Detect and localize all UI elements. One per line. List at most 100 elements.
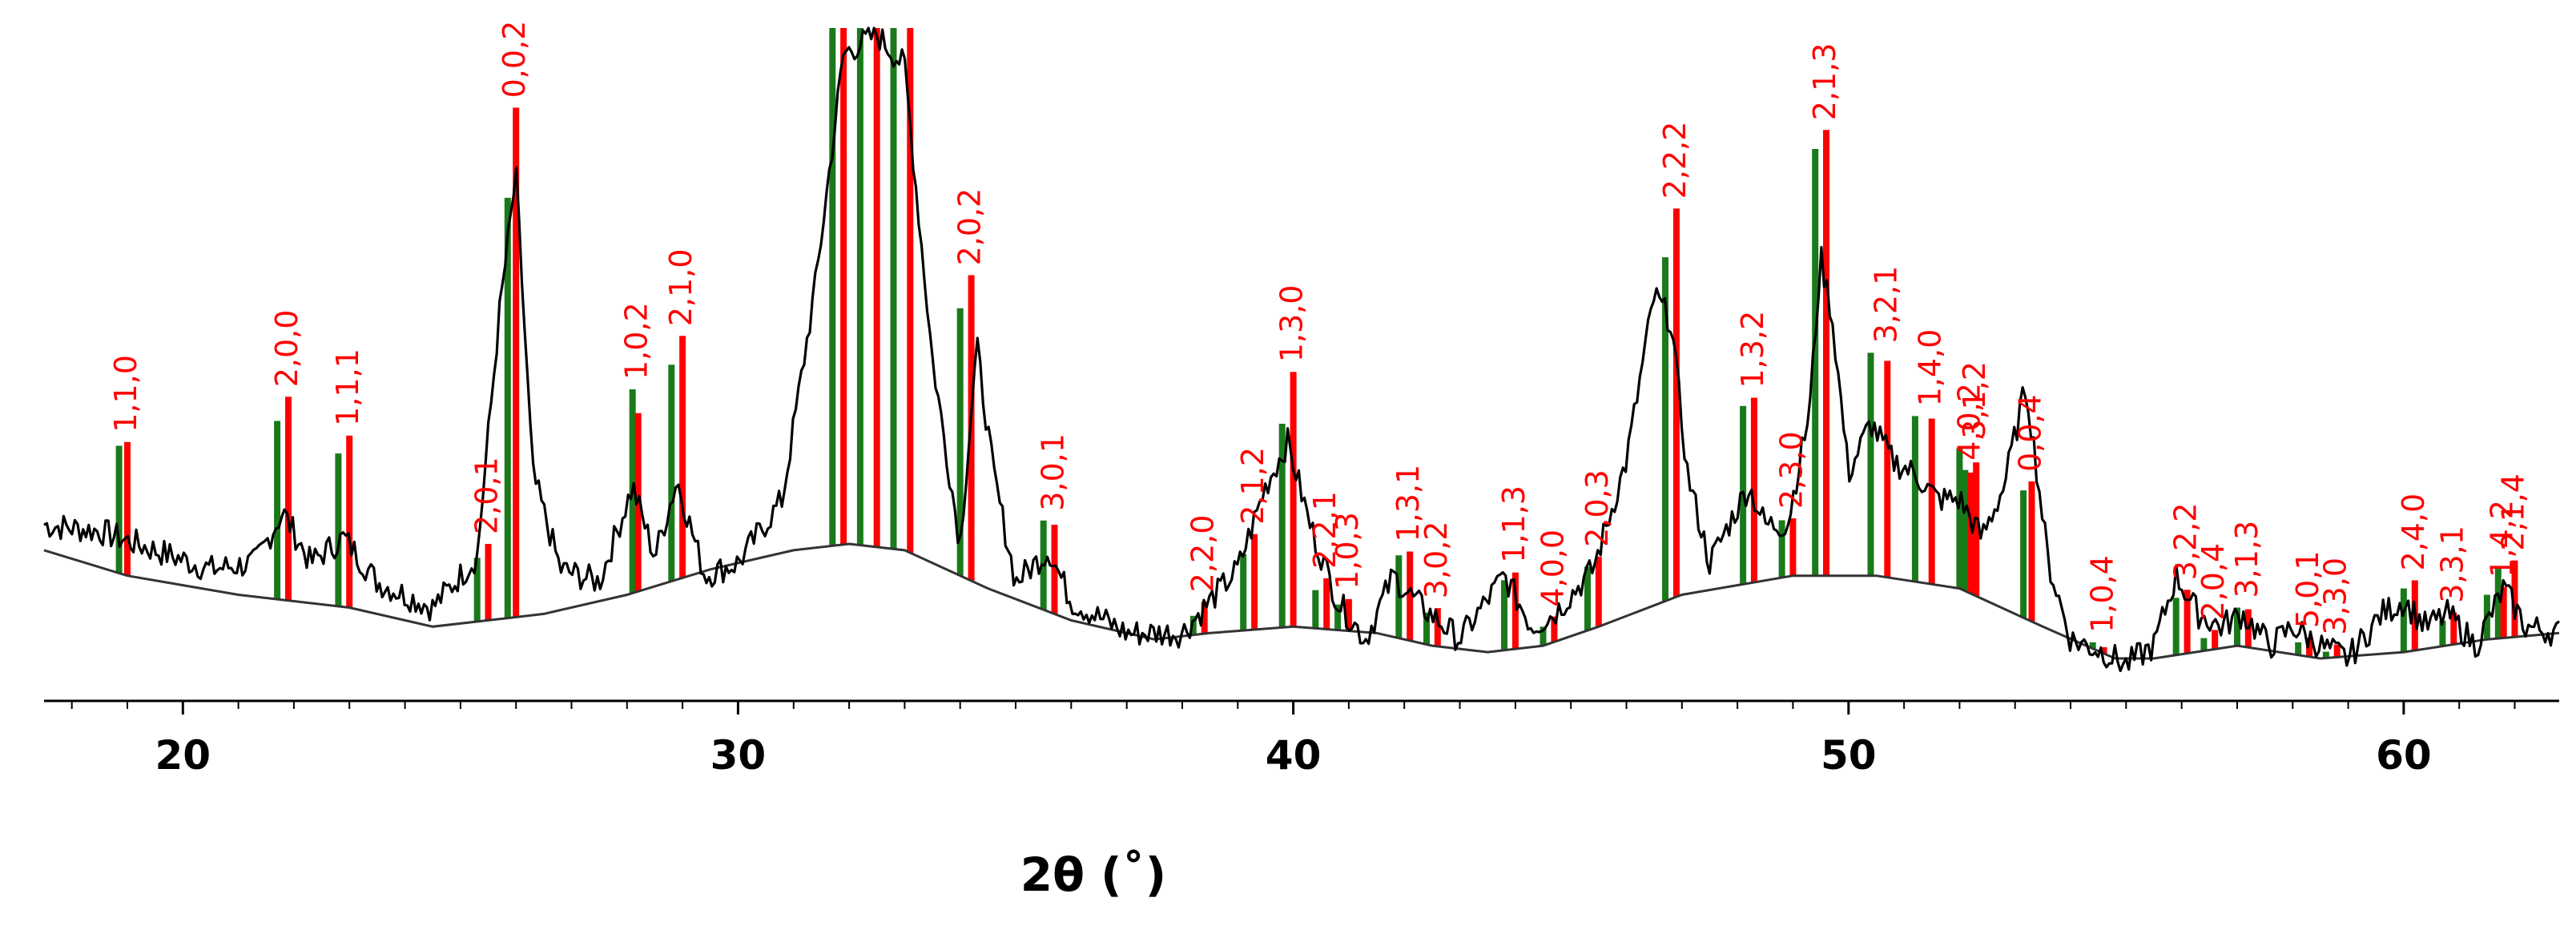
reference-bar-green [473, 558, 481, 622]
reference-bar-green [1962, 469, 1969, 591]
reference-bar-green [2400, 588, 2407, 653]
peak-label: 2,2,0 [1185, 515, 1221, 593]
reference-bar-red [1750, 397, 1757, 583]
peak-label: 4,0,0 [1535, 529, 1570, 607]
reference-bar-red [1967, 472, 1974, 594]
reference-bar-green [2020, 490, 2027, 618]
reference-bar-red [2184, 590, 2191, 654]
peak-label: 2,3,0 [1773, 431, 1809, 509]
peak-labels-layer: 1,1,0 2,0,0 1,1,1 2,0,1 0,0,2 1,0,2 2,1,0 2,0,2… [108, 21, 2531, 635]
peak-label: 1,0,3 [1330, 512, 1365, 590]
reference-bar-green [1423, 612, 1430, 645]
reference-bar-red [2511, 560, 2518, 638]
reference-bar-red [1672, 208, 1680, 598]
reference-bar-green [1501, 580, 1507, 650]
reference-bar-red [1290, 372, 1297, 627]
reference-bar-red [1201, 602, 1208, 634]
peak-label: 2,1,3 [1807, 42, 1842, 120]
reference-bar-green [1540, 626, 1547, 646]
reference-bar-green [1778, 520, 1785, 578]
peak-label: 1,1,3 [1496, 485, 1532, 563]
peak-label: 2,0,2 [952, 188, 988, 266]
peak-label: 3,2,2 [2168, 502, 2204, 580]
reference-bar-red [2100, 647, 2107, 654]
peak-label: 1,0,4 [2085, 555, 2120, 633]
reference-bar-red [2450, 612, 2457, 645]
reference-bar-red [1251, 533, 1258, 630]
reference-bar-green [1584, 566, 1591, 631]
peak-label: 1,3,1 [1391, 465, 1426, 542]
peak-label: 3,0,2 [1419, 521, 1454, 598]
reference-bar-green [829, 28, 836, 546]
reference-bar-green [2200, 638, 2208, 651]
reference-bar-red [2500, 586, 2507, 638]
peak-label: 1,1,0 [108, 355, 143, 433]
reference-bar-green [1956, 448, 1963, 589]
reference-bar-green [1867, 352, 1874, 576]
reference-bar-red [485, 544, 492, 621]
reference-bar-red [907, 28, 914, 554]
reference-bar-green [1911, 416, 1918, 582]
x-axis-tick-labels: 20 30 40 50 60 [155, 732, 2432, 779]
reference-bar-red [1407, 551, 1414, 641]
peak-label: 2,0,1 [469, 457, 505, 534]
reference-bar-green [2089, 642, 2096, 649]
reference-bar-red [1511, 572, 1519, 650]
reference-bar-green [1189, 615, 1197, 635]
reference-bar-red [2212, 630, 2219, 650]
reference-bar-red [840, 28, 847, 545]
peak-label: 3,2,1 [1868, 266, 1903, 344]
peak-label: 2,2,2 [1657, 122, 1693, 199]
x-axis-title: 2θ (˚) [1020, 847, 1166, 902]
reference-bar-red [1323, 578, 1330, 630]
reference-bar-green [2234, 607, 2240, 646]
peak-label: 3,0,1 [1036, 433, 1071, 511]
reference-bars-layer [115, 28, 2518, 658]
reference-bar-green [890, 28, 897, 550]
peak-label: 4,0,2 [1951, 383, 1986, 461]
reference-bar-red [1595, 556, 1602, 627]
reference-bar-red [1434, 608, 1441, 646]
reference-bar-red [285, 397, 292, 601]
reference-bar-red [1345, 598, 1352, 631]
peak-label: 2,4,0 [2396, 493, 2431, 571]
peak-label: 2,2,1 [1307, 491, 1342, 569]
reference-bar-green [1278, 424, 1286, 628]
reference-bar-green [1312, 590, 1319, 629]
reference-bar-red [1928, 418, 1935, 585]
reference-bar-red [2028, 481, 2035, 622]
peak-label: 3,1,3 [2229, 521, 2264, 598]
peak-label: 3,1,2 [1957, 361, 1992, 439]
reference-bar-red [124, 441, 131, 576]
reference-bar-red [513, 107, 520, 618]
reference-bar-red [1051, 525, 1058, 614]
reference-bar-green [335, 453, 342, 606]
reference-bar-green [274, 421, 281, 600]
peak-label: 1,0,2 [619, 302, 654, 380]
reference-bar-green [1240, 554, 1247, 631]
reference-bar-red [1789, 518, 1797, 576]
reference-bar-green [2322, 651, 2329, 658]
reference-bar-green [1334, 604, 1342, 630]
x-tick-label: 60 [2376, 732, 2432, 779]
reference-bar-red [679, 336, 686, 578]
reference-bar-red [346, 435, 353, 608]
peak-label: 2,1,0 [663, 249, 698, 327]
reference-bar-green [504, 197, 511, 618]
reference-bar-red [1884, 360, 1891, 578]
peak-label: 5,0,1 [2290, 550, 2325, 628]
x-tick-label: 30 [710, 732, 767, 779]
peak-label: 1,3,2 [1735, 311, 1770, 388]
peak-label: 3,3,0 [2318, 558, 2353, 635]
x-tick-label: 40 [1266, 732, 1322, 779]
peak-label: 3,3,1 [2434, 525, 2469, 603]
peak-label: 1,4,2 [2485, 500, 2520, 578]
reference-bar-red [1551, 616, 1558, 642]
x-axis-ticks [70, 701, 2516, 715]
peak-label: 1,3,0 [1274, 285, 1310, 363]
reference-bar-green [668, 364, 675, 582]
x-tick-label: 20 [155, 732, 211, 779]
reference-bar-red [2306, 638, 2313, 657]
peak-label: 2,0,3 [1580, 469, 1615, 547]
